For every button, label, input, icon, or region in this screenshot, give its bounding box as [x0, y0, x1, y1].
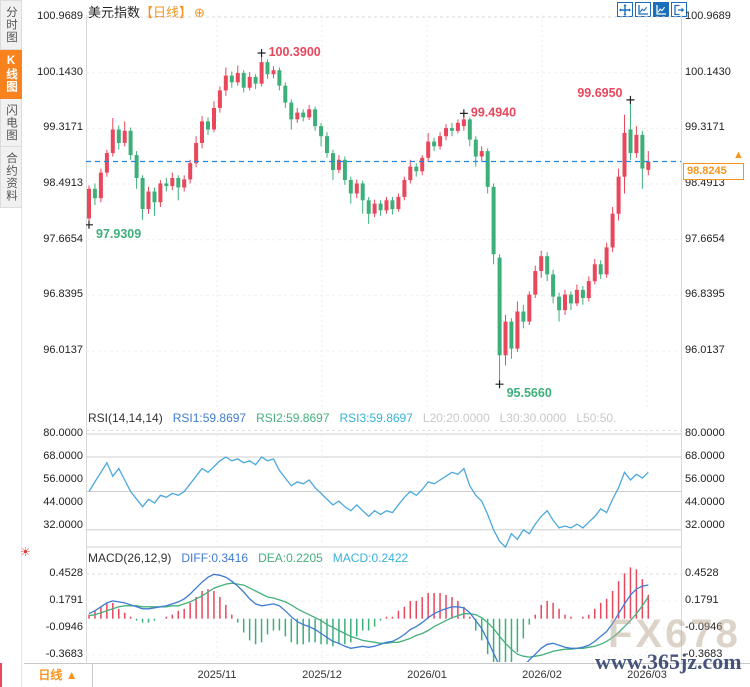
sidebar: 分时图 K线图 闪电图 合约资料: [0, 0, 22, 687]
rsi-ytick: 68.0000: [43, 450, 83, 462]
macd-chart[interactable]: [86, 566, 681, 662]
bottom-left-marker: [0, 663, 2, 687]
rsi-legend-item: RSI3:59.8697: [339, 411, 413, 425]
period-tag: 【日线】: [140, 5, 193, 20]
main-ytick: 99.3171: [43, 121, 83, 134]
price-arrow-icon: ▲: [733, 149, 744, 161]
rsi-ytick: 80.0000: [685, 427, 725, 439]
rsi-legend-item: L50:50.: [576, 411, 617, 425]
period-selector-arrow-icon: ▲: [65, 668, 78, 682]
x-axis-date: 2026/02: [522, 669, 562, 681]
rsi-legend: RSI(14,14,14) RSI1:59.8697 RSI2:59.8697 RSI…: [88, 411, 626, 425]
plot-left-border: [86, 15, 87, 663]
rsi-ytick: 32.0000: [43, 519, 83, 531]
macd-ytick: -0.0946: [685, 621, 723, 633]
alert-icon[interactable]: ☀: [20, 545, 31, 559]
sidebar-tab-timeshare[interactable]: 分时图: [0, 0, 22, 50]
svg-text:97.9309: 97.9309: [96, 227, 141, 241]
rsi-legend-item: RSI2:59.8697: [256, 411, 330, 425]
main-ytick: 100.1430: [37, 65, 83, 78]
x-axis-date: 2025/12: [302, 669, 342, 681]
axis-zoom-active-icon[interactable]: [653, 2, 669, 17]
main-ytick: 98.4913: [43, 177, 83, 189]
period-selector[interactable]: 日线 ▲: [24, 664, 93, 687]
exit-chart-icon[interactable]: [671, 2, 687, 17]
rsi-legend-item: RSI1:59.8697: [172, 411, 247, 425]
rsi-legend-item: L20:20.0000: [422, 411, 490, 425]
macd-ytick: 0.1791: [49, 594, 83, 606]
macd-ytick: -0.3683: [45, 648, 83, 660]
main-ytick: 96.0137: [43, 344, 83, 356]
main-ytick: 96.0137: [685, 344, 725, 356]
macd-ytick: -0.0946: [45, 621, 83, 633]
svg-text:99.4940: 99.4940: [471, 105, 516, 119]
rsi-ytick: 56.0000: [685, 473, 725, 485]
sidebar-tab-contract-info[interactable]: 合约资料: [0, 147, 22, 208]
chart-title: 美元指数【日线】 ⊕: [88, 2, 205, 21]
main-ytick: 97.6654: [685, 232, 725, 245]
macd-ytick: -0.3683: [685, 648, 723, 660]
macd-legend-item: MACD(26,12,9): [88, 551, 172, 565]
x-axis-date: 2026/03: [627, 669, 667, 681]
move-tool-icon[interactable]: [617, 2, 633, 17]
current-price-badge: 98.8245: [683, 163, 744, 180]
main-ytick: 100.9689: [37, 10, 83, 22]
candlestick-chart[interactable]: 100.3900 99.4940 99.6950 97.9309 95.5660: [86, 15, 681, 407]
macd-legend-item: MACD:0.2422: [332, 551, 409, 565]
main-ytick: 97.6654: [43, 232, 83, 245]
rsi-legend-item: RSI(14,14,14): [88, 411, 163, 425]
svg-text:95.5660: 95.5660: [507, 386, 552, 400]
rsi-legend-item: L30:30.0000: [499, 411, 567, 425]
period-selector-label: 日线: [38, 668, 63, 682]
macd-ytick: 0.1791: [685, 594, 719, 606]
main-ytick: 100.9689: [685, 10, 731, 22]
macd-ytick: 0.4528: [49, 567, 83, 579]
x-axis-date: 2025/11: [197, 669, 237, 681]
rsi-ytick: 44.0000: [43, 496, 83, 508]
x-axis-bar: 日线 ▲ 2025/11 2025/12 2026/01 2026/02 2026/03: [24, 663, 750, 687]
rsi-ytick: 56.0000: [43, 473, 83, 485]
sidebar-tab-kline[interactable]: K线图: [0, 49, 22, 99]
macd-ytick: 0.4528: [685, 567, 719, 579]
chart-toolbar: [617, 2, 687, 17]
plot-right-border: [681, 15, 682, 663]
rsi-ytick: 80.0000: [43, 427, 83, 439]
rsi-chart[interactable]: [86, 430, 681, 548]
rsi-ytick: 68.0000: [685, 450, 725, 462]
symbol-name: 美元指数: [88, 5, 141, 20]
macd-legend: MACD(26,12,9) DIFF:0.3416 DEA:0.2205 MACD:0…: [88, 551, 418, 565]
axis-zoom-icon[interactable]: [635, 2, 651, 17]
svg-text:100.3900: 100.3900: [269, 45, 321, 59]
settings-icon[interactable]: ⊕: [194, 5, 205, 20]
main-ytick: 96.8395: [685, 288, 725, 301]
sidebar-tab-lightning[interactable]: 闪电图: [0, 98, 22, 147]
main-ytick: 96.8395: [43, 288, 83, 301]
rsi-ytick: 44.0000: [685, 496, 725, 508]
svg-text:99.6950: 99.6950: [577, 86, 622, 100]
main-ytick: 100.1430: [685, 65, 731, 78]
rsi-ytick: 32.0000: [685, 519, 725, 531]
macd-legend-item: DIFF:0.3416: [181, 551, 249, 565]
main-ytick: 99.3171: [685, 121, 725, 134]
macd-legend-item: DEA:0.2205: [258, 551, 323, 565]
main-ytick: 98.4913: [685, 177, 725, 189]
x-axis-date: 2026/01: [407, 669, 447, 681]
